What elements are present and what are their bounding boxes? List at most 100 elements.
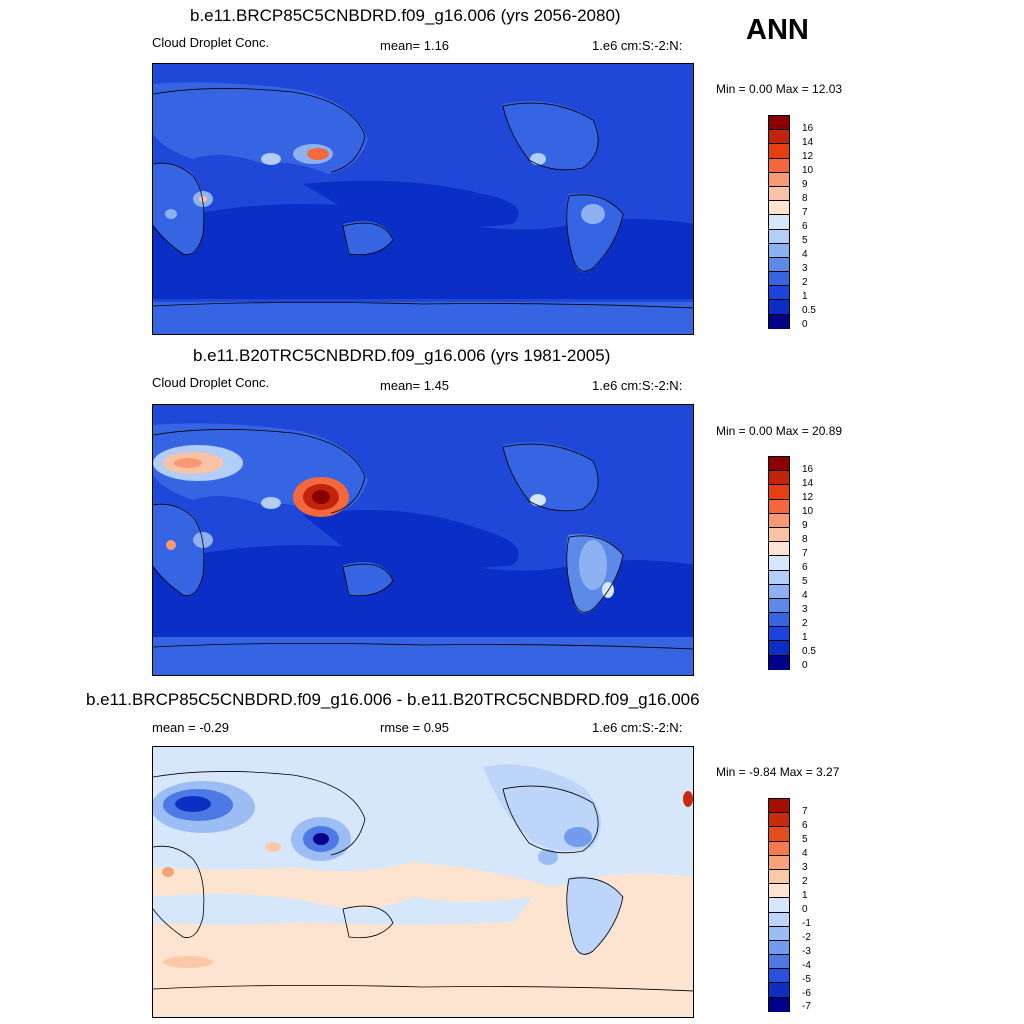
colorbar-swatch [769, 799, 789, 814]
colorbar-swatch [769, 926, 789, 941]
colorbar-tick-label: 7 [802, 806, 808, 817]
colorbar-tick-label: 2 [802, 618, 808, 629]
colorbar-swatch [769, 542, 789, 557]
colorbar-tick-label: 4 [802, 848, 808, 859]
colorbar-swatch [769, 570, 789, 585]
colorbar-tick-label: 3 [802, 263, 808, 274]
colorbar-tick-label: 0 [802, 904, 808, 915]
colorbar-tick-label: 0 [802, 319, 808, 330]
colorbar-tick-label: -7 [802, 1001, 811, 1012]
colorbar-swatch [769, 457, 789, 472]
colorbar-tick-label: 9 [802, 179, 808, 190]
colorbar-swatch [769, 272, 789, 287]
colorbar-tick-label: 1 [802, 291, 808, 302]
panel-1-variable-label: Cloud Droplet Conc. [152, 35, 270, 50]
colorbar-swatch [769, 314, 789, 329]
colorbar-swatch [769, 144, 789, 159]
colorbar-swatch [769, 855, 789, 870]
colorbar-swatch [769, 186, 789, 202]
colorbar-swatch [769, 300, 789, 315]
panel-3-minmax: Min = -9.84 Max = 3.27 [716, 765, 840, 779]
panel-1-minmax: Min = 0.00 Max = 12.03 [716, 82, 843, 96]
colorbar-tick-label: -4 [802, 960, 811, 971]
colorbar-swatch [769, 627, 789, 642]
colorbar-swatch [769, 527, 789, 543]
colorbar-swatch [769, 813, 789, 828]
colorbar-tick-label: 16 [802, 464, 814, 475]
colorbar-tick-label: 14 [802, 137, 814, 148]
colorbar-swatch [769, 898, 789, 913]
panel-3-map [152, 746, 694, 1018]
colorbar-tick-label: 4 [802, 249, 808, 260]
panel-3-mean-label: mean = -0.29 [152, 720, 229, 735]
colorbar-tick-label: 14 [802, 478, 814, 489]
colorbar-tick-label: 12 [802, 151, 814, 162]
colorbar-tick-label: 6 [802, 562, 808, 573]
colorbar-tick-label: 1 [802, 890, 808, 901]
colorbar-swatch [769, 158, 789, 173]
panel-2-map [152, 404, 694, 676]
colorbar-swatch [769, 969, 789, 984]
colorbar-tick-label: 10 [802, 165, 814, 176]
colorbar-tick-label: 0.5 [802, 646, 816, 657]
panel-1-map-field [153, 64, 693, 334]
colorbar-tick-label: 6 [802, 221, 808, 232]
panel-1-colorbar [768, 115, 790, 329]
colorbar-swatch [769, 955, 789, 970]
colorbar-tick-label: 16 [802, 123, 814, 134]
colorbar-swatch [769, 641, 789, 656]
colorbar-tick-label: 3 [802, 862, 808, 873]
colorbar-swatch [769, 485, 789, 500]
colorbar-swatch [769, 201, 789, 216]
colorbar-tick-label: 2 [802, 876, 808, 887]
panel-2-colorbar [768, 456, 790, 670]
colorbar-tick-label: -2 [802, 932, 811, 943]
colorbar-swatch [769, 172, 789, 187]
panel-3-rmse-label: rmse = 0.95 [380, 720, 450, 735]
colorbar-swatch [769, 940, 789, 956]
colorbar-swatch [769, 912, 789, 927]
panel-2-map-field [153, 405, 693, 675]
colorbar-swatch [769, 869, 789, 885]
colorbar-swatch [769, 613, 789, 628]
season-label: ANN [746, 14, 809, 46]
colorbar-tick-label: -3 [802, 946, 811, 957]
colorbar-swatch [769, 841, 789, 856]
colorbar-tick-label: 4 [802, 590, 808, 601]
colorbar-swatch [769, 215, 789, 230]
colorbar-tick-label: 8 [802, 534, 808, 545]
colorbar-tick-label: 3 [802, 604, 808, 615]
panel-2-units-label: 1.e6 cm:S:-2:N: [592, 378, 683, 393]
colorbar-tick-label: -1 [802, 918, 811, 929]
colorbar-swatch [769, 499, 789, 514]
colorbar-tick-label: 8 [802, 193, 808, 204]
colorbar-swatch [769, 513, 789, 528]
panel-1-units-label: 1.e6 cm:S:-2:N: [592, 38, 683, 53]
colorbar-swatch [769, 598, 789, 614]
colorbar-tick-label: 7 [802, 548, 808, 559]
colorbar-tick-label: 2 [802, 277, 808, 288]
colorbar-swatch [769, 229, 789, 244]
colorbar-swatch [769, 827, 789, 842]
colorbar-tick-label: 6 [802, 820, 808, 831]
panel-3-units-label: 1.e6 cm:S:-2:N: [592, 720, 683, 735]
colorbar-swatch [769, 243, 789, 258]
panel-2-minmax: Min = 0.00 Max = 20.89 [716, 424, 843, 438]
colorbar-swatch [769, 584, 789, 599]
colorbar-tick-label: 9 [802, 520, 808, 531]
colorbar-tick-label: 12 [802, 492, 814, 503]
panel-2-title: b.e11.B20TRC5CNBDRD.f09_g16.006 (yrs 198… [193, 346, 611, 365]
colorbar-tick-label: 5 [802, 576, 808, 587]
panel-3-title: b.e11.BRCP85C5CNBDRD.f09_g16.006 - b.e11… [86, 690, 700, 709]
panel-2-mean-label: mean= 1.45 [380, 378, 450, 393]
colorbar-swatch [769, 257, 789, 273]
colorbar-swatch [769, 130, 789, 145]
colorbar-tick-label: 5 [802, 235, 808, 246]
colorbar-tick-label: 0 [802, 660, 808, 671]
colorbar-swatch [769, 471, 789, 486]
colorbar-swatch [769, 556, 789, 571]
panel-3-map-field [153, 747, 693, 1017]
colorbar-tick-label: 0.5 [802, 305, 816, 316]
colorbar-swatch [769, 286, 789, 301]
colorbar-swatch [769, 884, 789, 899]
